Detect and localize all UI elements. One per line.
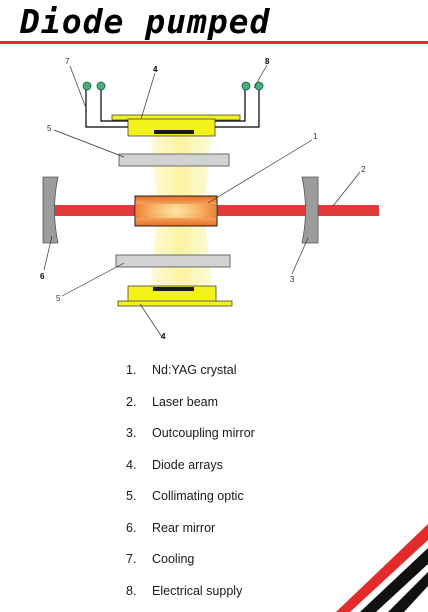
page-title: Diode pumped bbox=[20, 2, 271, 41]
wire-left-outer bbox=[85, 89, 128, 128]
callout-optic-top: 5 bbox=[47, 124, 52, 133]
legend-label: Cooling bbox=[152, 552, 195, 566]
wire-right-inner bbox=[215, 89, 246, 122]
laser-beam-right bbox=[217, 205, 379, 216]
callout-optic-bottom: 5 bbox=[56, 294, 61, 303]
terminal-icon bbox=[96, 81, 106, 91]
legend-label: Collimating optic bbox=[152, 489, 244, 503]
laser-diagram: 7 4 8 5 1 2 3 6 5 4 bbox=[40, 57, 379, 340]
collimating-optic-top bbox=[118, 153, 230, 167]
wire-right-outer bbox=[215, 89, 260, 128]
collimating-optic-bottom bbox=[115, 254, 231, 268]
pump-light-top bbox=[150, 135, 212, 200]
outcoupling-mirror bbox=[301, 176, 319, 244]
list-item: 4. Diode arrays bbox=[126, 453, 255, 485]
diode-plate-bottom bbox=[117, 300, 233, 307]
terminal-icon bbox=[82, 81, 92, 91]
legend-label: Outcoupling mirror bbox=[152, 426, 255, 440]
list-item: 2. Laser beam bbox=[126, 390, 255, 422]
callout-outcoupler: 3 bbox=[290, 275, 295, 284]
legend-label: Electrical supply bbox=[152, 583, 243, 598]
laser-beam-left bbox=[53, 205, 135, 216]
terminal-icon bbox=[254, 81, 264, 91]
diode-emitter-top bbox=[154, 130, 194, 134]
callout-diode-top: 4 bbox=[153, 65, 158, 74]
callout-rear-mirror: 6 bbox=[40, 272, 45, 281]
legend-label: Diode arrays bbox=[152, 457, 223, 472]
list-item: 1. Nd:YAG crystal bbox=[126, 358, 255, 390]
callout-supply: 8 bbox=[265, 57, 270, 66]
legend-label: Rear mirror bbox=[152, 520, 216, 535]
terminal-icon bbox=[241, 81, 251, 91]
callout-diode-bottom: 4 bbox=[161, 332, 166, 340]
wire-left-inner bbox=[100, 89, 128, 122]
callout-crystal: 1 bbox=[313, 132, 318, 141]
legend-list: 1. Nd:YAG crystal 2. Laser beam 3. Outcoupl… bbox=[126, 358, 255, 610]
pump-light-bottom bbox=[150, 220, 212, 288]
legend-label: Nd:YAG crystal bbox=[152, 363, 237, 377]
diode-emitter-bottom bbox=[153, 287, 194, 291]
title-underline bbox=[0, 41, 428, 44]
list-item: 6. Rear mirror bbox=[126, 516, 255, 548]
rear-mirror bbox=[42, 176, 59, 244]
callout-cooling: 7 bbox=[65, 57, 70, 66]
legend-label: Laser beam bbox=[152, 394, 219, 409]
callout-beam: 2 bbox=[361, 165, 366, 174]
list-item: 5. Collimating optic bbox=[126, 484, 255, 516]
list-item: 7. Cooling bbox=[126, 547, 255, 579]
list-item: 8. Electrical supply bbox=[126, 579, 255, 611]
crystal-core bbox=[136, 204, 216, 218]
corner-stripes bbox=[336, 524, 428, 612]
list-item: 3. Outcoupling mirror bbox=[126, 421, 255, 453]
